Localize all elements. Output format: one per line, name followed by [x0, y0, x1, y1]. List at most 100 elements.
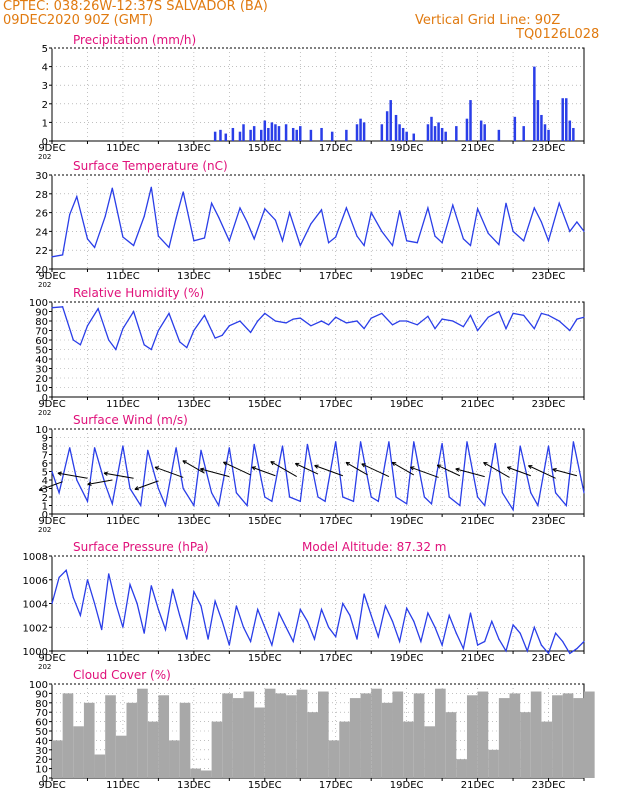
x-date-label: 11DEC [106, 399, 140, 410]
temperature-point [69, 213, 71, 216]
wind-point [547, 445, 550, 447]
temperature-point [132, 244, 135, 247]
cloud-bar [147, 721, 159, 778]
precip-bar [437, 122, 440, 141]
wind-arrow-shaft [103, 472, 134, 479]
run-date: 09DEC2020 90Z (GMT) [3, 13, 154, 28]
y-tick-label: 100 [29, 680, 48, 691]
y-tick-label: 7 [42, 451, 48, 462]
wind-point [430, 503, 433, 505]
panel-temperature: 20 22 24 26 28 30 9DEC 11DEC 13DEC 15DEC 17DEC 19DE… [35, 159, 585, 289]
humidity-line [51, 306, 585, 351]
y-tick-label: 30 [35, 746, 48, 757]
humidity-point [320, 320, 323, 322]
x-date-label: 23DEC [532, 780, 566, 791]
humidity-point [487, 316, 489, 318]
humidity-point [108, 339, 110, 341]
x-date-label: 19DEC [390, 143, 424, 154]
cloud-bar [392, 691, 404, 778]
x-date-label: 15DEC [248, 271, 282, 282]
temperature-point [281, 240, 284, 242]
wind-arrow [361, 463, 390, 478]
wind-arrow-shaft [87, 479, 113, 485]
wind-arrow-head [361, 463, 365, 468]
x-date-label: 17DEC [319, 780, 353, 791]
pressure-point [101, 629, 103, 631]
panel-frame [51, 47, 585, 142]
wind-arrow [38, 481, 63, 492]
wind-arrow-head [294, 463, 299, 467]
wind-arrow-head [528, 465, 532, 470]
humidity-point [558, 320, 560, 322]
cloud-bar [403, 721, 414, 778]
y-tick-label: 90 [35, 308, 48, 319]
y-tick-label: 20 [35, 374, 48, 385]
cloud-bar [488, 749, 499, 778]
pressure-point [491, 620, 493, 622]
precip-bar [561, 98, 564, 141]
temperature-point [427, 207, 429, 209]
humidity-point [406, 320, 408, 322]
precip-bar [380, 124, 384, 141]
wind-arrow-head [87, 481, 92, 485]
x-date-label: 13DEC [177, 143, 211, 154]
precip-bar [291, 127, 295, 141]
humidity-point [257, 320, 259, 322]
humidity-point [274, 320, 277, 322]
temperature-point [274, 219, 277, 221]
wind-point [512, 509, 514, 511]
x-date-label: 23DEC [532, 516, 566, 527]
wind-point [235, 492, 238, 494]
wind-point [530, 492, 532, 494]
y-tick-label: 20 [35, 755, 48, 766]
pressure-point [278, 612, 280, 614]
precip-bar [345, 129, 348, 141]
humidity-point [328, 324, 330, 326]
y-tick-label: 20 [35, 265, 48, 276]
wind-arrow-shaft [223, 461, 251, 476]
wind-point [555, 492, 557, 494]
humidity-point [122, 328, 124, 330]
y-tick-label: 1 [42, 118, 48, 129]
temperature-point [62, 254, 64, 256]
pressure-point [136, 602, 138, 605]
x-date-label: 23DEC [532, 143, 566, 154]
x-date-label: 19DEC [390, 399, 424, 410]
humidity-point [391, 324, 394, 326]
wind-arrow [528, 465, 556, 479]
wind-arrow-head [57, 472, 62, 476]
y-tick-label: 6 [42, 459, 48, 470]
y-tick-label: 3 [42, 485, 48, 496]
wind-arrow-head [182, 460, 186, 465]
wind-arrow-head [436, 464, 441, 469]
precip-bar [433, 126, 437, 141]
cloud-bar [52, 740, 63, 778]
temperature-point [253, 238, 255, 240]
y-tick-label: 30 [35, 365, 48, 376]
y-tick-label: 5 [42, 44, 48, 55]
humidity-point [540, 312, 543, 314]
panel-title: Surface Temperature (nC) [73, 159, 228, 173]
y-tick-label: 22 [35, 246, 48, 257]
wind-arrow [410, 466, 439, 478]
cloud-bar [115, 735, 127, 778]
x-date-label: 11DEC [106, 143, 140, 154]
precip-bar [444, 131, 447, 141]
humidity-point [285, 322, 287, 324]
temperature-point [434, 235, 436, 237]
temperature-point [370, 212, 372, 214]
wind-point [271, 500, 273, 502]
pressure-point [519, 632, 521, 634]
pressure-point [370, 614, 372, 616]
year-fragment: 202 [38, 153, 51, 161]
humidity-point [299, 317, 301, 319]
y-tick-label: 60 [35, 336, 48, 347]
temperature-point [533, 207, 535, 209]
panel-precipitation: 0 1 2 3 4 5 9DEC 11DEC 13DEC 15DEC 17DEC 19DEC 21DEC… [38, 33, 585, 161]
wind-arrow-head [103, 472, 108, 476]
temperature-point [193, 240, 195, 242]
station-title: CPTEC: 038:26W-12:37S SALVADOR (BA) [3, 0, 268, 14]
temperature-point [218, 216, 220, 218]
cloud-bar [73, 726, 84, 778]
wind-point [58, 492, 60, 494]
